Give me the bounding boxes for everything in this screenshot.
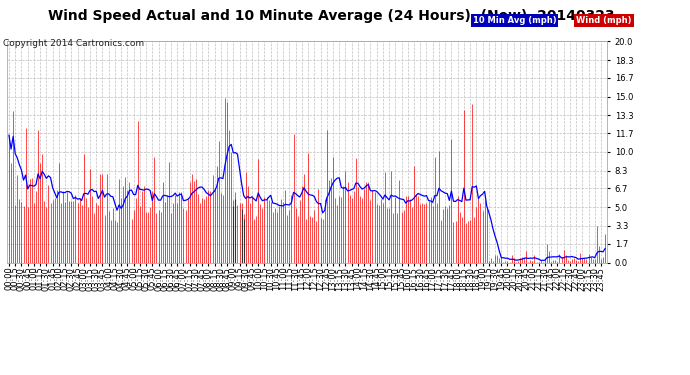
Text: Wind Speed Actual and 10 Minute Average (24 Hours)  (New)  20140323: Wind Speed Actual and 10 Minute Average … [48, 9, 615, 23]
Text: 10 Min Avg (mph): 10 Min Avg (mph) [473, 16, 556, 25]
Text: Copyright 2014 Cartronics.com: Copyright 2014 Cartronics.com [3, 39, 145, 48]
Text: Wind (mph): Wind (mph) [576, 16, 631, 25]
